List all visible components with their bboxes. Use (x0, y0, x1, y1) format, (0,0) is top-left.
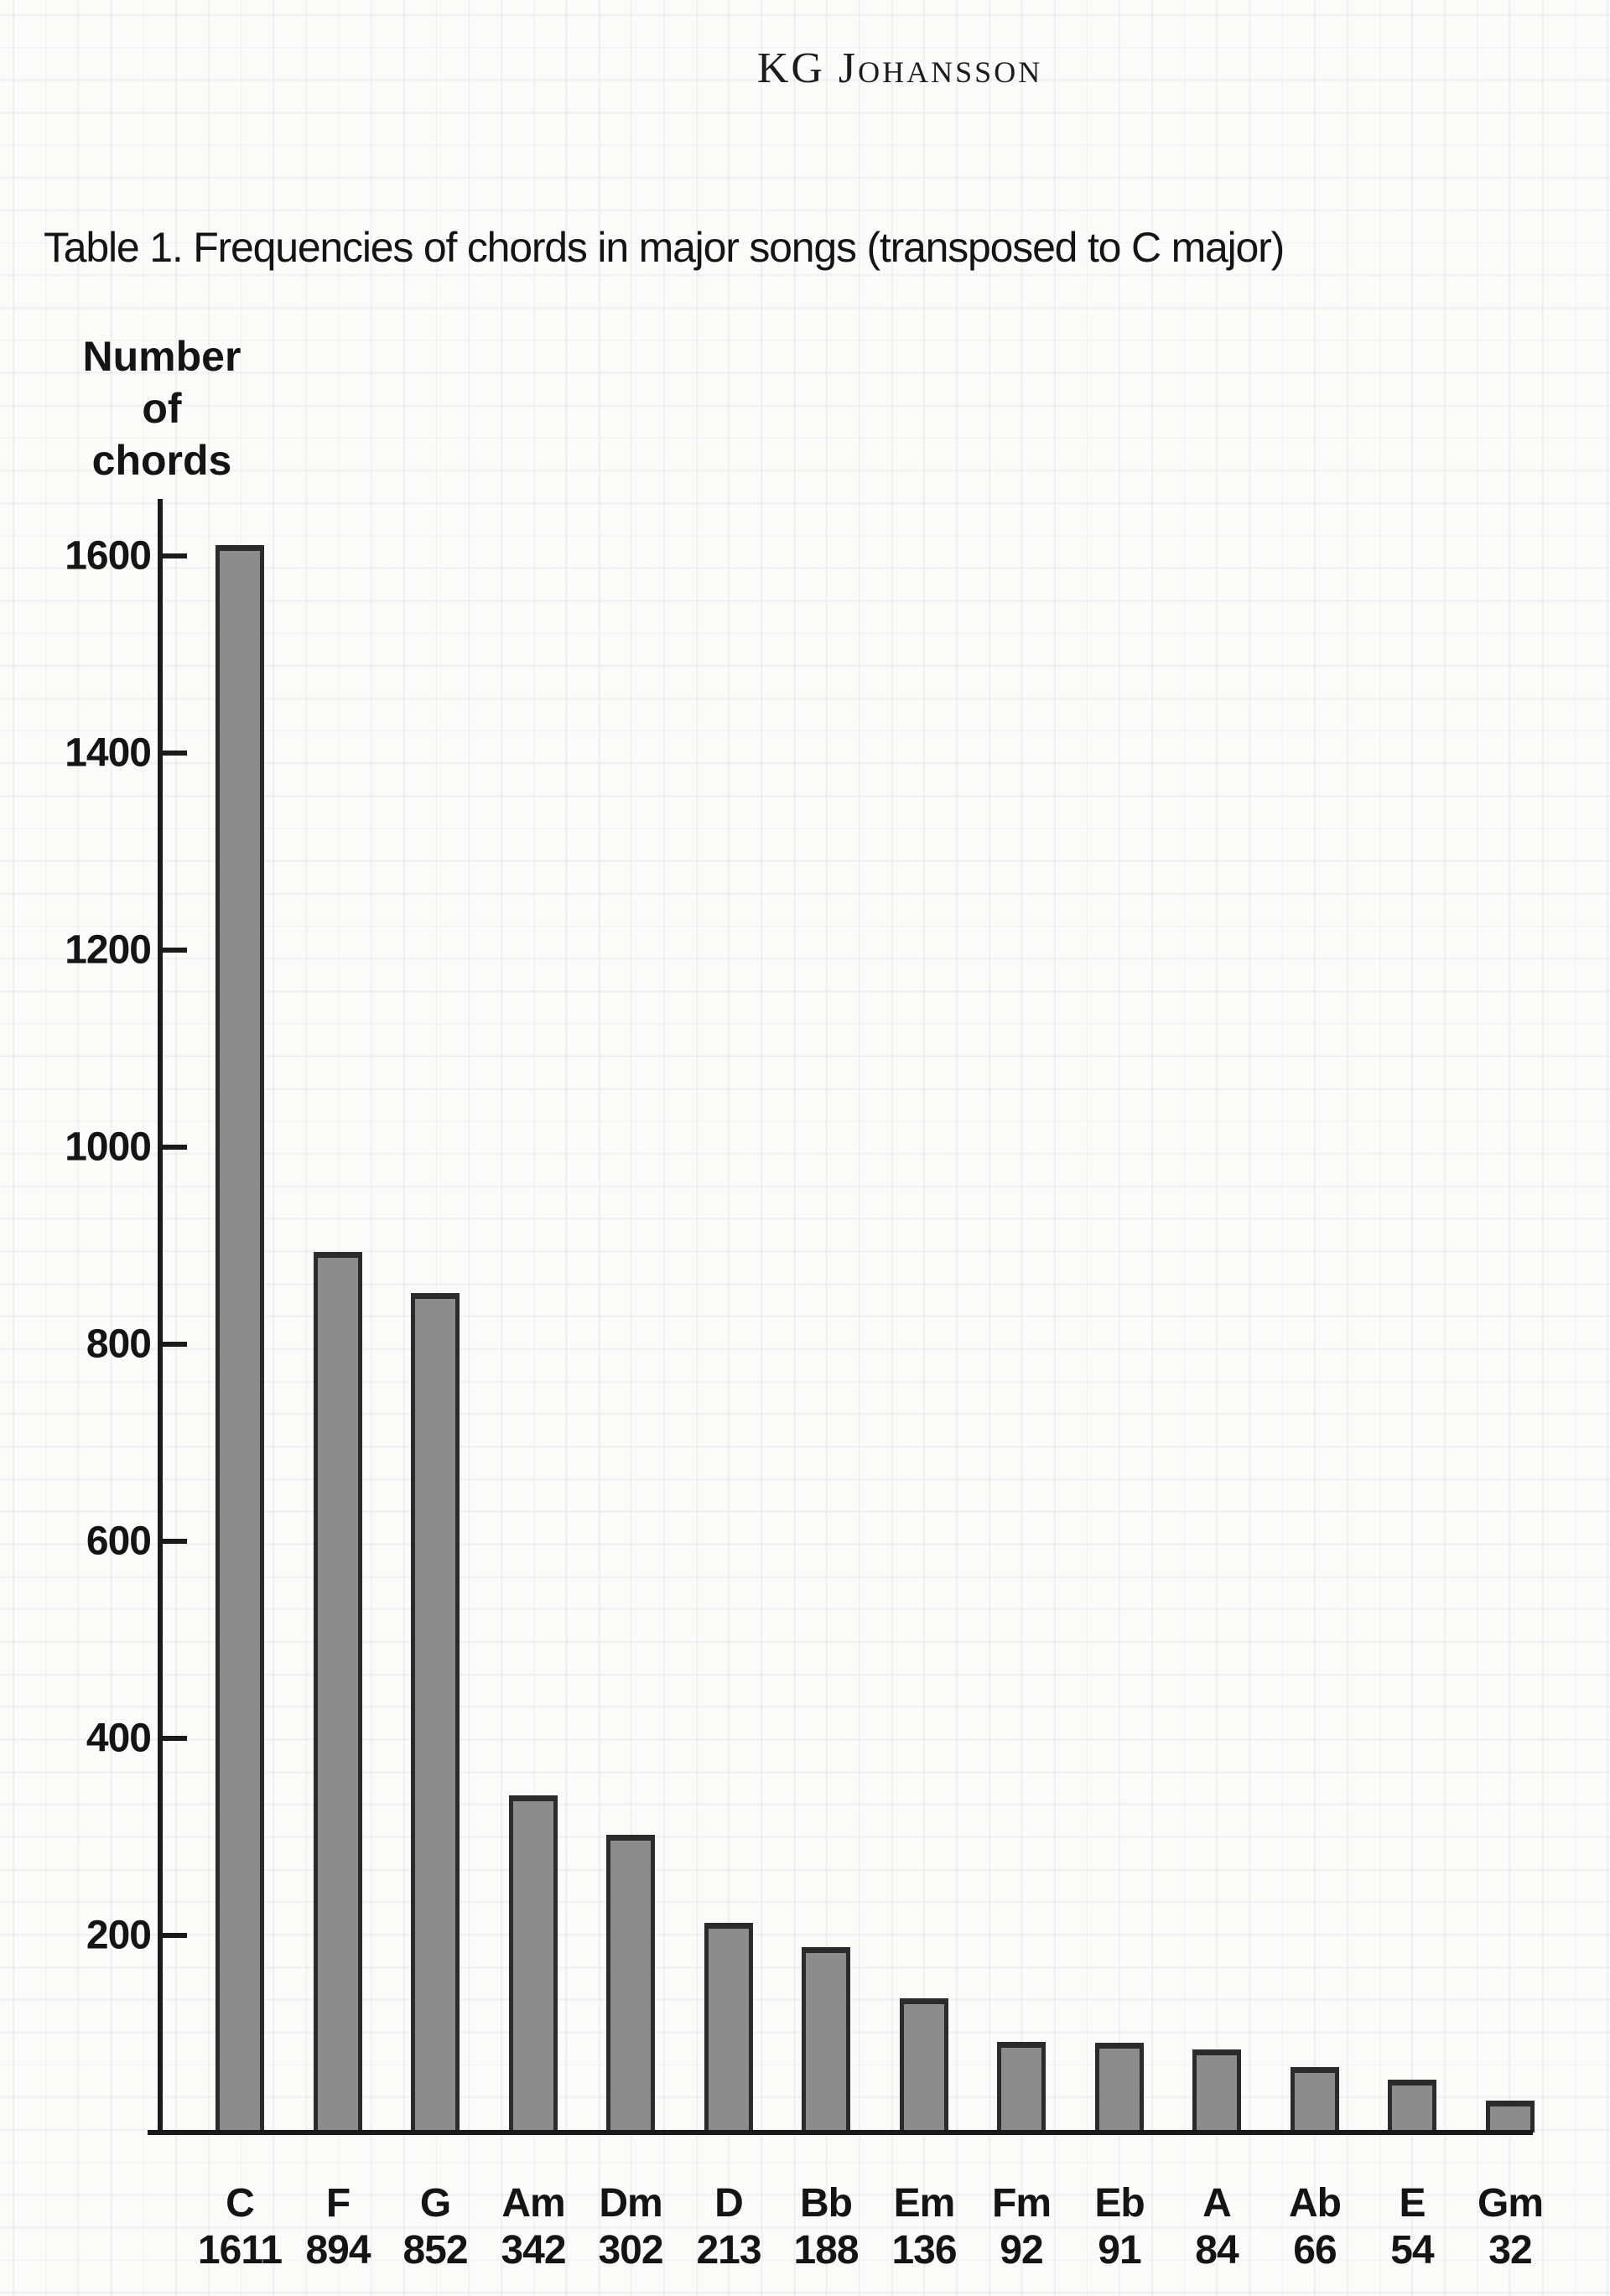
y-axis-label-line-3: chords (91, 437, 232, 484)
y-tick-mark (160, 1342, 187, 1347)
bar-F (314, 1252, 362, 2132)
x-label-chord: G (419, 2181, 451, 2226)
bar-Eb (1095, 2043, 1144, 2132)
table-caption: Table 1. Frequencies of chords in major … (44, 224, 1285, 271)
y-tick-mark (160, 1736, 187, 1741)
x-label-chord: Em (893, 2181, 956, 2226)
y-tick-mark (160, 1933, 187, 1938)
x-label-chord: Fm (992, 2181, 1052, 2226)
bar-C (216, 545, 264, 2132)
y-tick-label: 1400 (65, 730, 152, 776)
bar-Am (509, 1795, 558, 2132)
y-axis-label: Number of chords (36, 330, 288, 486)
y-tick-label: 1200 (65, 927, 152, 973)
x-label-count: 84 (1195, 2228, 1239, 2273)
x-label-chord: Eb (1094, 2181, 1145, 2226)
x-label-count: 91 (1098, 2228, 1141, 2273)
y-axis-line (158, 499, 163, 2133)
x-label-chord: Gm (1477, 2181, 1544, 2226)
bar-D (704, 1923, 753, 2132)
bar-E (1388, 2080, 1436, 2132)
y-tick-label: 400 (86, 1716, 152, 1761)
y-tick-label: 1600 (65, 533, 152, 579)
running-header-author: KG Johansson (756, 44, 1043, 92)
x-label-chord: Am (501, 2181, 565, 2226)
y-tick-mark (160, 553, 187, 558)
x-label-count: 66 (1293, 2228, 1337, 2273)
bar-Gm (1486, 2101, 1535, 2132)
bar-Fm (997, 2042, 1046, 2132)
y-tick-mark (160, 751, 187, 756)
y-tick-label: 600 (86, 1519, 152, 1564)
y-tick-label: 1000 (65, 1125, 152, 1170)
x-label-chord: F (325, 2181, 351, 2226)
x-label-count: 213 (696, 2228, 761, 2273)
y-tick-label: 800 (86, 1322, 152, 1367)
bar-A (1192, 2049, 1241, 2132)
y-tick-mark (160, 1539, 187, 1544)
bar-Ab (1291, 2067, 1339, 2132)
x-label-count: 1611 (197, 2228, 283, 2273)
bar-G (411, 1293, 460, 2132)
y-tick-mark (160, 948, 187, 953)
x-label-count: 852 (402, 2228, 468, 2273)
x-label-count: 188 (793, 2228, 859, 2273)
x-label-chord: A (1202, 2181, 1232, 2226)
x-label-chord: D (714, 2181, 744, 2226)
x-label-count: 894 (305, 2228, 371, 2273)
bar-Em (900, 1998, 948, 2132)
y-axis-label-line-2: of (142, 385, 182, 432)
bar-Dm (606, 1835, 655, 2132)
x-label-count: 342 (501, 2228, 566, 2273)
x-label-count: 92 (1000, 2228, 1043, 2273)
x-label-chord: C (226, 2181, 255, 2226)
x-label-chord: Bb (800, 2181, 853, 2226)
y-axis-label-line-1: Number (82, 333, 242, 380)
x-label-chord: Dm (599, 2181, 662, 2226)
x-label-count: 302 (598, 2228, 663, 2273)
x-label-count: 54 (1390, 2228, 1434, 2273)
y-tick-label: 200 (86, 1913, 152, 1958)
x-label-chord: Ab (1289, 2181, 1342, 2226)
x-axis-line (148, 2130, 1533, 2135)
y-tick-mark (160, 1145, 187, 1150)
x-label-count: 32 (1488, 2228, 1532, 2273)
x-label-count: 136 (891, 2228, 957, 2273)
bar-Bb (802, 1947, 850, 2132)
x-label-chord: E (1399, 2181, 1426, 2226)
